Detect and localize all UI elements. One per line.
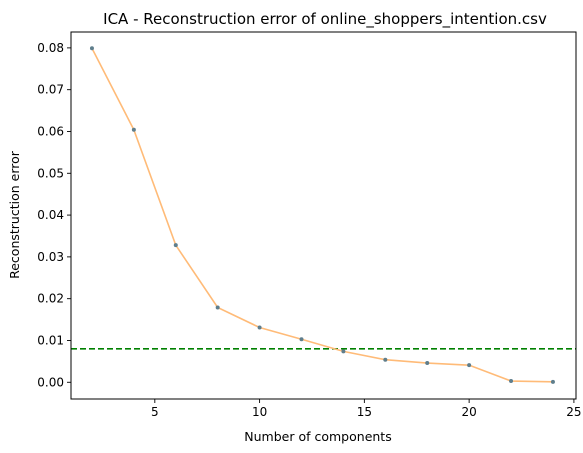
x-axis-label: Number of components — [244, 429, 391, 444]
y-tick-label: 0.07 — [37, 83, 64, 97]
data-point — [550, 379, 555, 384]
x-tick-label: 20 — [461, 405, 476, 419]
y-tick-label: 0.01 — [37, 333, 64, 347]
data-point — [341, 349, 346, 354]
data-point — [299, 337, 304, 342]
x-tick-label: 5 — [151, 405, 159, 419]
data-point — [425, 361, 430, 366]
y-tick-label: 0.05 — [37, 166, 64, 180]
x-tick-label: 10 — [252, 405, 267, 419]
chart-title: ICA - Reconstruction error of online_sho… — [103, 10, 547, 29]
data-point — [383, 357, 388, 362]
data-point — [257, 325, 262, 330]
data-point — [467, 363, 472, 368]
data-point — [131, 127, 136, 132]
y-tick-label: 0.00 — [37, 375, 64, 389]
y-tick-label: 0.04 — [37, 208, 64, 222]
y-axis-label: Reconstruction error — [7, 150, 22, 279]
data-point — [89, 46, 94, 51]
y-tick-label: 0.03 — [37, 250, 64, 264]
series-line — [91, 47, 553, 383]
plot-frame — [70, 31, 577, 400]
y-tick-label: 0.06 — [37, 124, 64, 138]
y-tick-label: 0.08 — [37, 41, 64, 55]
x-tick-label: 25 — [566, 405, 581, 419]
data-point — [509, 379, 514, 384]
data-point — [173, 243, 178, 248]
y-tick-label: 0.02 — [37, 292, 64, 306]
data-point — [215, 305, 220, 310]
x-tick-label: 15 — [357, 405, 372, 419]
